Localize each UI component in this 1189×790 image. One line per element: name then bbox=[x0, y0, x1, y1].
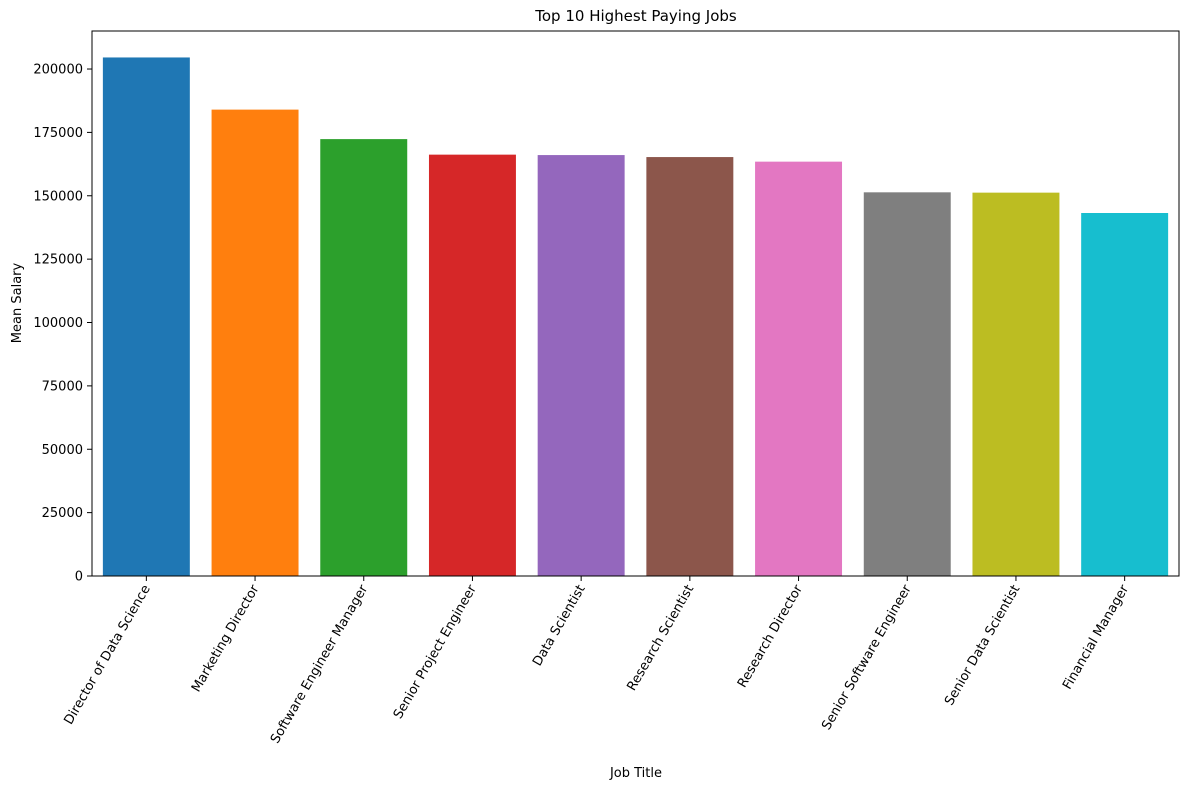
x-axis-label: Job Title bbox=[609, 766, 662, 781]
bar bbox=[646, 157, 734, 577]
y-tick-label: 200000 bbox=[33, 63, 83, 78]
plot-frame bbox=[91, 30, 1180, 577]
x-tick-label: Director of Data Science bbox=[62, 583, 154, 728]
chart-title: Top 10 Highest Paying Jobs bbox=[534, 7, 737, 25]
y-tick-label: 175000 bbox=[33, 126, 83, 141]
bar bbox=[863, 192, 951, 577]
bar bbox=[211, 109, 299, 576]
bar bbox=[102, 57, 190, 576]
bar bbox=[1081, 213, 1169, 577]
y-tick-label: 125000 bbox=[33, 253, 83, 268]
y-tick-label: 75000 bbox=[42, 379, 83, 394]
x-tick-label: Financial Manager bbox=[1060, 582, 1132, 692]
y-tick-label: 0 bbox=[75, 570, 83, 585]
y-tick-label: 50000 bbox=[42, 443, 83, 458]
y-tick-label: 100000 bbox=[33, 316, 83, 331]
x-tick-label: Senior Project Engineer bbox=[391, 582, 480, 722]
y-tick-label: 150000 bbox=[33, 189, 83, 204]
x-tick-label: Software Engineer Manager bbox=[268, 582, 372, 746]
x-tick-label: Senior Data Scientist bbox=[942, 582, 1023, 708]
bar bbox=[972, 192, 1060, 576]
x-tick-label: Research Director bbox=[735, 582, 806, 691]
x-tick-label: Marketing Director bbox=[189, 582, 263, 695]
bar bbox=[755, 161, 843, 577]
x-tick-label: Research Scientist bbox=[625, 583, 698, 694]
x-tick-label: Data Scientist bbox=[530, 583, 588, 669]
bar bbox=[320, 139, 408, 577]
plot-area: 0 25000 50000 75000 100000 125000 150000 175000… bbox=[33, 30, 1180, 746]
y-axis-label: Mean Salary bbox=[10, 263, 25, 344]
bar bbox=[428, 154, 516, 577]
bar bbox=[537, 155, 625, 576]
y-tick-label: 25000 bbox=[42, 506, 83, 521]
x-tick-label: Senior Software Engineer bbox=[819, 582, 915, 733]
